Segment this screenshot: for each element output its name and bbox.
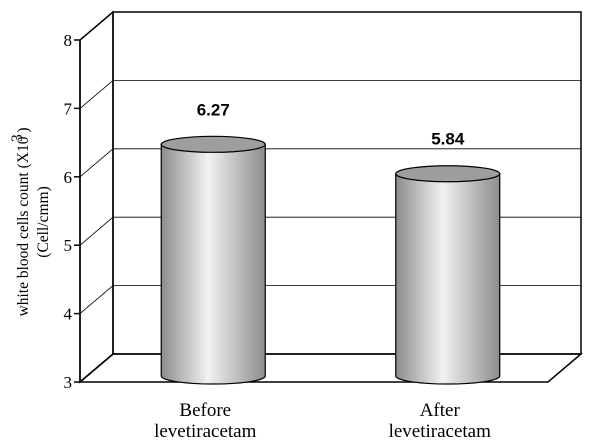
y-tick-label: 4 [64, 305, 73, 324]
y-axis-title-line2: (Cell/cmm) [35, 186, 52, 257]
y-axis-title: white blood cells count (X10 ) 3 (Cell/c… [9, 128, 52, 317]
x-tick-label: After levetiracetam [389, 400, 492, 442]
gridline-side [79, 216, 114, 246]
gridline-side [79, 285, 114, 314]
y-axis-title-line1: white blood cells count (X10 ) [15, 128, 32, 317]
y-tick-label: 3 [64, 373, 73, 392]
data-label: 5.84 [431, 130, 465, 149]
bar-top [395, 165, 501, 183]
side-wall [79, 10, 114, 384]
bar-body [395, 173, 501, 385]
bar [160, 135, 266, 385]
y-axis-title-superscript: 3 [9, 134, 26, 142]
chart-floor [77, 353, 584, 383]
data-label: 6.27 [197, 100, 230, 119]
gridline-side [79, 148, 114, 178]
bar [395, 165, 501, 385]
y-tick-label: 7 [64, 99, 73, 118]
x-tick-label: Before levetiracetam [154, 400, 257, 442]
svg-text:white blood cells count (X10: white blood cells count (X10 ) [15, 128, 32, 317]
y-tick-label: 6 [64, 168, 73, 187]
y-tick-label: 8 [64, 31, 73, 50]
y-tick-label: 5 [64, 236, 73, 255]
gridline-side [79, 80, 114, 109]
bar-body [160, 143, 266, 385]
bar-top [160, 135, 266, 153]
